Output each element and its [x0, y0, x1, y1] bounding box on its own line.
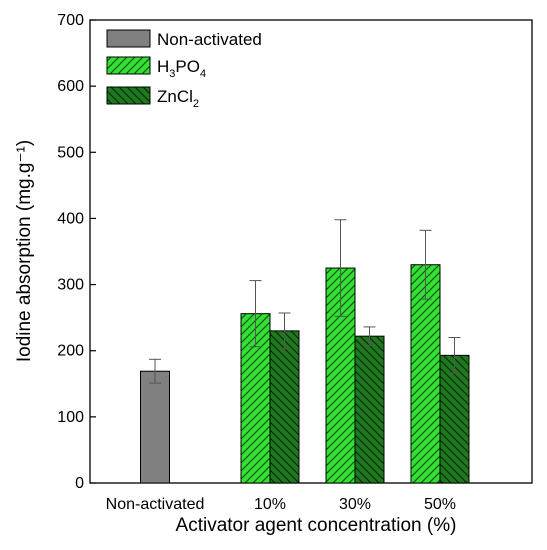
y-tick-label: 100: [57, 409, 84, 426]
y-tick-label: 200: [57, 343, 84, 360]
y-axis-title-text: Iodine absorption (mg.g⁻¹): [14, 140, 35, 362]
legend-swatch: [106, 29, 151, 48]
legend-swatch: [106, 56, 151, 75]
x-tick-label: 50%: [424, 496, 456, 513]
y-axis: 0 100 200 300 400 500 600 700: [57, 12, 96, 492]
legend-label: H3PO4: [157, 57, 206, 80]
legend-label: Non-activated: [157, 30, 262, 49]
y-tick-label: 400: [57, 210, 84, 227]
bar-non-activated-0: [140, 370, 170, 484]
bars: [140, 264, 470, 484]
y-tick-label: 700: [57, 12, 84, 29]
y-tick-label: 0: [75, 475, 84, 492]
x-tick-label: 10%: [254, 496, 286, 513]
bar-zncl2-3: [439, 354, 470, 484]
y-tick-label: 300: [57, 277, 84, 294]
bar-zncl2-2: [354, 335, 385, 484]
y-axis-title: Iodine absorption (mg.g⁻¹): [14, 140, 35, 362]
plot-frame: [89, 19, 533, 484]
y-tick-label: 600: [57, 78, 84, 95]
y-tick-label: 500: [57, 144, 84, 161]
bar-zncl2-1: [269, 330, 300, 484]
x-tick-label: 30%: [339, 496, 371, 513]
x-axis: Non-activated 10% 30% 50%: [106, 496, 456, 513]
legend: Non-activated H3PO4 ZnCl2: [106, 29, 262, 110]
legend-swatch: [106, 86, 151, 105]
error-bars: [149, 219, 461, 384]
legend-label: ZnCl2: [157, 87, 199, 110]
x-axis-title: Activator agent concentration (%): [176, 515, 457, 536]
x-tick-label: Non-activated: [106, 496, 205, 513]
